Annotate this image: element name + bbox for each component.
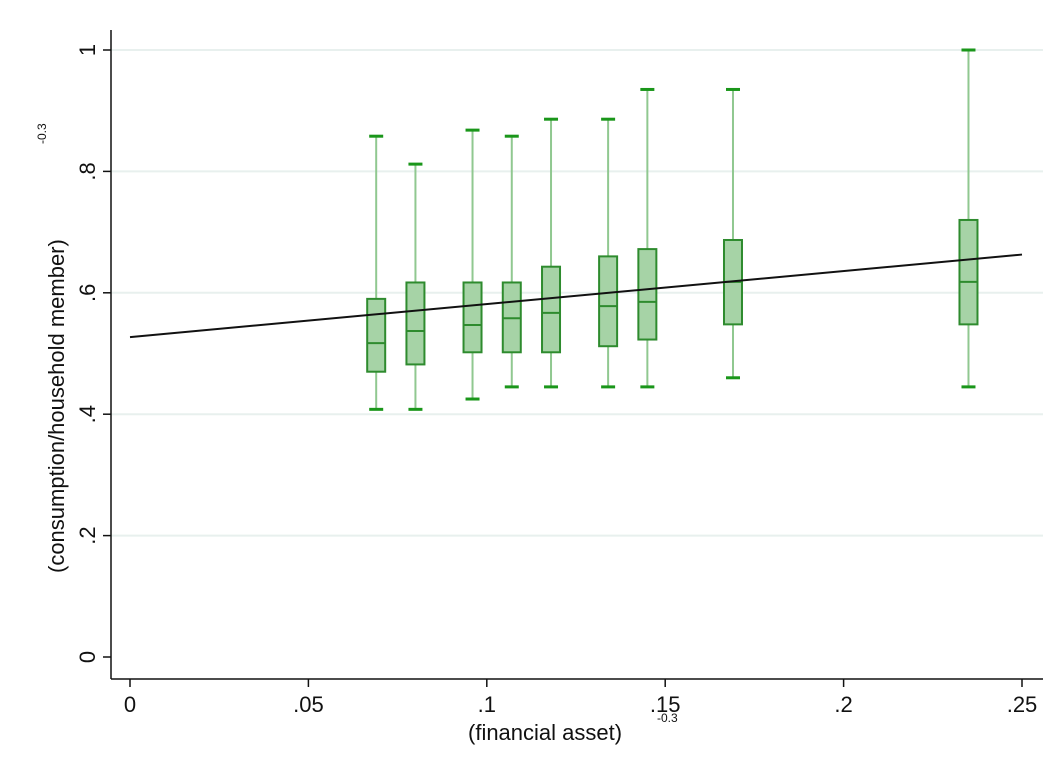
box-plot: [405, 162, 426, 411]
y-tick-label: 0: [75, 651, 100, 663]
box-body: [541, 265, 562, 354]
box-body: [405, 281, 426, 366]
x-axis-title-superscript: -0.3: [657, 711, 678, 725]
axis-labels: (financial asset) -0.3 (consumption/hous…: [35, 123, 678, 745]
y-tick-label: .6: [75, 284, 100, 302]
y-tick-label: .4: [75, 405, 100, 423]
box-plot: [958, 48, 979, 389]
x-axis-title-text: (financial asset): [468, 720, 622, 745]
gridlines: [111, 49, 1043, 537]
box-plot: [598, 117, 619, 389]
box-plot: [637, 87, 658, 389]
y-axis-title: (consumption/household member): [44, 239, 69, 573]
x-tick-label: .05: [293, 692, 324, 717]
y-tick-label: .8: [75, 162, 100, 180]
box-body: [462, 281, 483, 354]
x-tick-label: .2: [834, 692, 852, 717]
fit-line-group: [129, 253, 1023, 339]
box-plot: [722, 87, 743, 380]
y-tick-label: 1: [75, 44, 100, 56]
box-body: [366, 297, 387, 373]
box-body: [637, 248, 658, 341]
axes: 0 .2 .4 .6 .8 1 0 .05 .1 .15 .2 .25: [75, 30, 1043, 717]
box-plot: [462, 128, 483, 401]
box-plot: [541, 117, 562, 389]
y-tick-label: .2: [75, 526, 100, 544]
box-plot: [501, 134, 522, 389]
box-plots: [366, 48, 979, 411]
box-body: [958, 218, 979, 326]
y-axis-title-superscript: -0.3: [35, 123, 49, 144]
x-tick-label: .15: [650, 692, 681, 717]
box-body: [598, 255, 619, 348]
fit-line: [129, 253, 1023, 339]
x-tick-label: .25: [1007, 692, 1038, 717]
x-tick-label: 0: [124, 692, 136, 717]
box-plot: [366, 134, 387, 411]
x-axis-title: (financial asset): [468, 720, 622, 745]
x-tick-label: .1: [478, 692, 496, 717]
